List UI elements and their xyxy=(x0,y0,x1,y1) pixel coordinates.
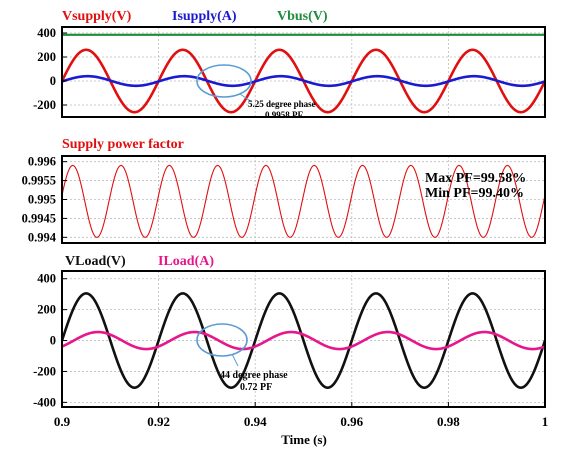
x-tick-label: 0.98 xyxy=(437,414,460,429)
series-line-isupplya xyxy=(61,74,546,88)
x-tick-label: 0.92 xyxy=(147,414,170,429)
y-tick-label: 0 xyxy=(50,334,56,348)
supply-annotation-phase: 5.25 degree phase xyxy=(248,99,316,109)
legend-vload: VLoad(V) xyxy=(65,254,126,269)
x-tick-label: 0.9 xyxy=(54,414,71,429)
load-x-ticks: 0.9 0.92 0.94 0.96 0.98 1 xyxy=(54,402,548,429)
y-tick-label: 400 xyxy=(37,272,56,286)
pf-annotation-max: Max PF=99.58% xyxy=(425,171,526,186)
y-tick-label: 0.9945 xyxy=(22,211,56,225)
y-tick-label: 0.996 xyxy=(28,155,56,169)
x-tick-label: 0.94 xyxy=(244,414,267,429)
supply-traces xyxy=(60,33,547,114)
pf-title: Supply power factor xyxy=(62,137,184,152)
y-tick-label: 400 xyxy=(37,26,56,40)
x-tick-label: 1 xyxy=(542,414,549,429)
y-tick-label: -200 xyxy=(33,98,56,112)
series-line-vloadv xyxy=(60,292,547,389)
pf-y-ticks: 0.996 0.9955 0.995 0.9945 0.994 xyxy=(22,155,67,244)
pf-grid xyxy=(61,156,546,243)
load-annotation-leader xyxy=(231,353,239,367)
load-traces xyxy=(60,292,547,389)
series-line-iloada xyxy=(61,330,546,351)
legend-vsupply: Vsupply(V) xyxy=(62,9,132,24)
supply-annotation-pf: 0.9958 PF xyxy=(265,110,303,120)
y-tick-label: 0.994 xyxy=(28,230,57,244)
series-line-pf xyxy=(61,164,546,238)
y-tick-label: 200 xyxy=(37,50,56,64)
pf-annotation-min: Min PF=99.40% xyxy=(425,186,524,201)
x-tick-label: 0.96 xyxy=(340,414,363,429)
supply-phase-highlight xyxy=(196,64,252,98)
y-tick-label: 0 xyxy=(50,74,56,88)
legend-vbus: Vbus(V) xyxy=(277,9,328,24)
x-axis-label: Time (s) xyxy=(281,432,327,447)
supply-plot-frame xyxy=(61,26,546,118)
y-tick-label: -200 xyxy=(33,364,56,378)
load-y-ticks: 400 200 0 -200 -400 xyxy=(33,272,67,409)
y-tick-label: -400 xyxy=(33,395,56,409)
legend-iload: ILoad(A) xyxy=(158,254,214,269)
y-tick-label: 0.9955 xyxy=(22,174,56,188)
pf-traces xyxy=(61,164,546,238)
supply-annotation-leader xyxy=(239,93,253,103)
load-annotation-phase: 44 degree phase xyxy=(220,370,288,381)
supply-y-ticks: 400 200 0 -200 xyxy=(33,26,67,112)
load-annotation-pf: 0.72 PF xyxy=(240,382,272,393)
load-plot-frame xyxy=(61,270,546,408)
load-phase-highlight xyxy=(196,323,248,357)
legend-isupply: Isupply(A) xyxy=(172,9,237,24)
y-tick-label: 0.995 xyxy=(28,193,56,207)
y-tick-label: 200 xyxy=(37,303,56,317)
